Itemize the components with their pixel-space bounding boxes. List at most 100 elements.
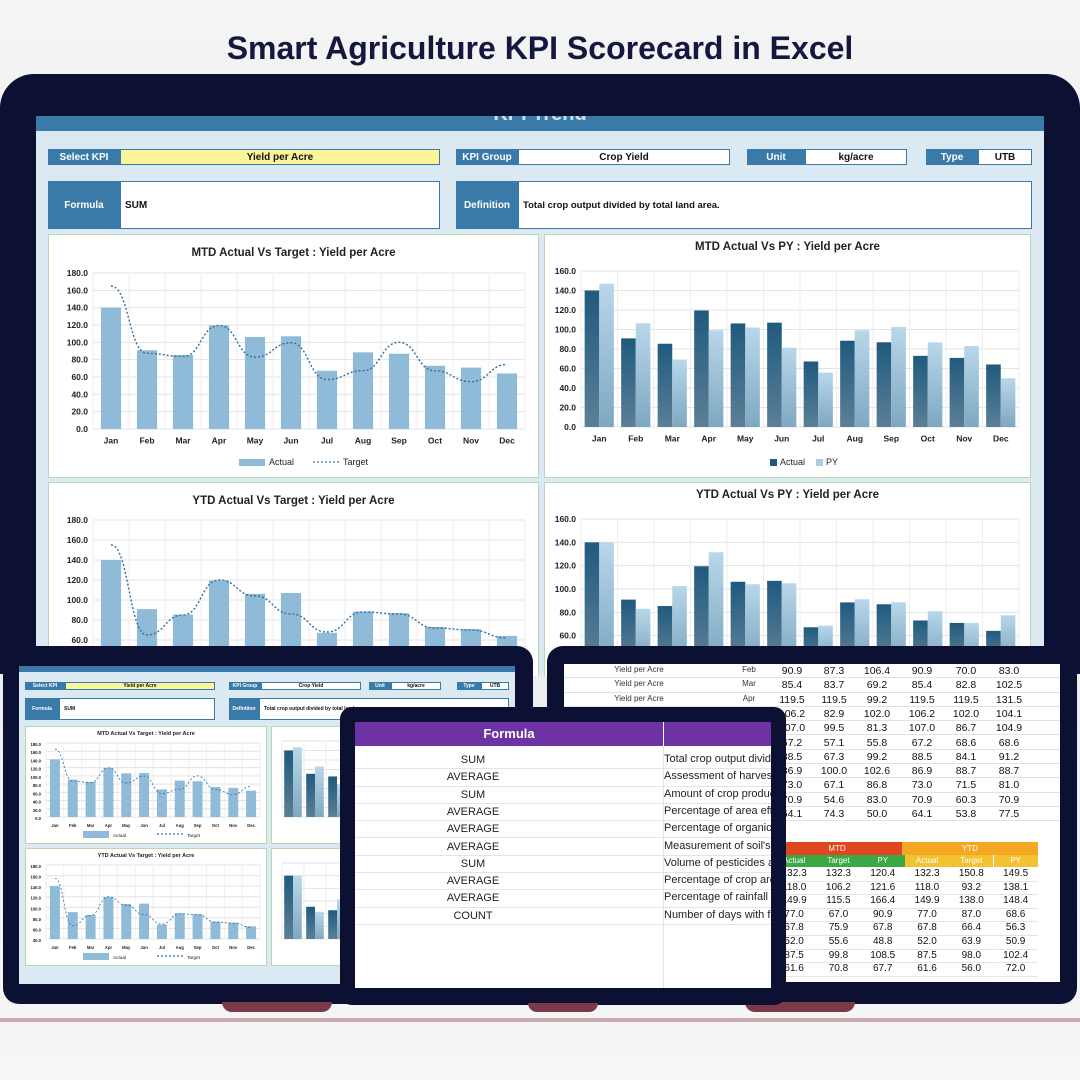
bar-py [708,330,724,427]
chart-panel-mtd-target: MTD Actual Vs Target : Yield per Acre 0.… [48,234,539,478]
x-tick-label: Mar [175,436,191,446]
mini-select-kpi-value[interactable]: Yield per Acre [65,682,215,690]
mini-chart-title: YTD Actual Vs Target : Yield per Acre [97,853,195,859]
x-tick-label: Feb [69,945,77,950]
bar-actual [100,560,122,660]
bar-actual [136,350,158,429]
y-tick-label: 140.0 [555,286,577,296]
value-cell: 69.2 [866,679,888,692]
y-tick-label: 180.0 [31,742,42,747]
mini-chart-panel-mtd-py [271,726,351,844]
value-cell: 54.6 [823,793,845,806]
y-tick-label: 120.0 [67,575,89,585]
target-line [110,544,508,639]
x-tick-label: Jul [159,945,165,950]
bar-py [964,346,979,427]
x-tick-label: Apr [212,436,227,446]
bar-actual [246,926,257,939]
value-cell: 86.8 [866,779,888,792]
x-tick-label: Aug [355,436,372,446]
kpi-name-cell: Yield per Acre [614,679,664,689]
formula-cell: AVERAGE [446,823,500,836]
value-cell: 64.1 [781,808,803,820]
x-tick-label: Jun [140,945,148,950]
formula-row: AVERAGE Percentage of crop area [355,873,771,891]
y-tick-label: 0.0 [76,424,88,434]
bar-actual [280,593,302,660]
data-row: Yield per Acre Feb 90.9 87.3 106.4 90.9 70.0 83… [564,664,1060,679]
x-tick-label: Sep [391,436,407,446]
definition-cell: Amount of crop produce [664,787,771,800]
target-line [110,285,508,383]
select-kpi-dropdown[interactable]: Yield per Acre [120,149,440,165]
bar-actual [657,606,673,659]
x-tick-label: Mar [87,945,95,950]
mtd-target-chart: 0.0 20.0 40.0 60.0 80.0 100.0 120.0 140.0 160.0 1… [67,268,526,467]
bar-actual [986,364,1001,427]
value-cell: 55.6 [816,936,861,950]
y-tick-label: 120.0 [31,896,42,901]
y-tick-label: 140.0 [67,303,89,313]
definition-cell: Percentage of area effect [664,804,771,817]
value-cell: 72.0 [993,963,1038,977]
formula-row: AVERAGE Assessment of harvested [355,769,771,787]
y-tick-label: 160.0 [67,535,89,545]
value-cell: 56.0 [949,963,994,977]
kpi-trend-dashboard: KPI Trend Select KPI Yield per Acre KPI … [36,116,1044,676]
bar-actual [306,773,315,817]
definition-cell: Measurement of soil's pl [664,839,771,852]
bar-py [315,911,324,939]
bar-actual [103,896,114,939]
formula-cell: AVERAGE [446,805,500,818]
y-tick-label: 80.0 [559,344,576,354]
y-tick-label: 100.0 [555,584,577,594]
x-tick-label: Oct [921,434,935,444]
y-tick-label: 80.0 [559,607,576,617]
formula-row: AVERAGE Measurement of soil's pl [355,839,771,856]
bar-py [599,283,614,427]
value-cell: 131.5 [995,693,1023,706]
data-row: 67.2 57.1 55.8 67.2 68.6 68.6 [564,736,1060,750]
definition-label: Definition [456,181,518,229]
bar-actual [280,336,302,429]
value-cell: 64.1 [911,808,933,820]
bar-py [781,347,797,427]
formula-row: AVERAGE Percentage of rainfall eff [355,890,771,908]
bar-actual [876,604,892,659]
chart-panel-ytd-py: YTD Actual Vs PY : Yield per Acre 40.060… [544,482,1031,676]
value-cell: 81.3 [866,722,888,735]
dashboard-header: KPI Trend [36,116,1044,131]
legend-label-actual: Actual [113,833,126,838]
value-cell: 57.1 [823,736,845,749]
value-cell: 99.5 [823,722,845,735]
value-cell: 88.5 [781,750,803,763]
bar-actual [496,373,518,429]
x-tick-label: Apr [105,823,113,828]
value-cell: 119.5 [953,693,979,706]
bar-actual [584,290,600,427]
bar-actual [139,773,150,817]
value-cell: 102.6 [863,765,891,778]
formula-row: SUM Total crop output divided [355,752,771,770]
y-tick-label: 100.0 [31,775,42,780]
x-tick-label: Aug [176,823,185,828]
bar-actual [284,875,293,939]
mini-kpi-group-label: KPI Group [229,682,261,690]
y-tick-label: 140.0 [31,885,42,890]
type-value: UTB [978,149,1032,165]
bar-actual [352,352,374,429]
y-tick-label: 160.0 [555,266,577,276]
bar-actual [192,781,203,817]
value-cell: 132.3 [772,868,817,882]
bar-py [315,766,324,817]
value-cell: 88.7 [955,765,977,778]
bar-actual [621,599,636,659]
data-row: Yield per Acre Mar 85.4 83.7 69.2 85.4 82.8 102… [564,678,1060,693]
bar-actual [460,367,482,429]
value-cell: 99.2 [866,693,888,706]
sub-header-cell: PY [993,855,1038,867]
x-tick-label: Jun [140,823,148,828]
formula-cell: SUM [460,788,486,801]
x-tick-label: Apr [701,434,716,444]
bar-actual [100,307,122,429]
